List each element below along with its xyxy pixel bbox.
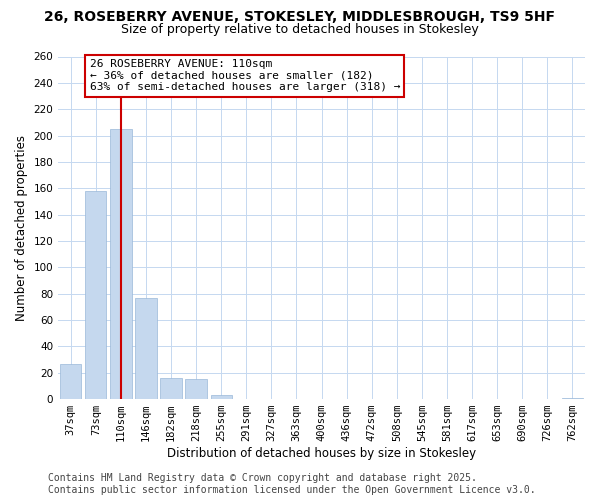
Y-axis label: Number of detached properties: Number of detached properties: [15, 135, 28, 321]
Text: 26, ROSEBERRY AVENUE, STOKESLEY, MIDDLESBROUGH, TS9 5HF: 26, ROSEBERRY AVENUE, STOKESLEY, MIDDLES…: [44, 10, 556, 24]
Text: Contains HM Land Registry data © Crown copyright and database right 2025.
Contai: Contains HM Land Registry data © Crown c…: [48, 474, 536, 495]
Bar: [60, 364, 82, 399]
Text: Size of property relative to detached houses in Stokesley: Size of property relative to detached ho…: [121, 22, 479, 36]
Bar: [160, 378, 182, 399]
Bar: [136, 298, 157, 399]
Bar: [562, 398, 583, 399]
Bar: [185, 380, 207, 399]
Bar: [85, 191, 106, 399]
Text: 26 ROSEBERRY AVENUE: 110sqm
← 36% of detached houses are smaller (182)
63% of se: 26 ROSEBERRY AVENUE: 110sqm ← 36% of det…: [89, 59, 400, 92]
Bar: [110, 129, 131, 399]
X-axis label: Distribution of detached houses by size in Stokesley: Distribution of detached houses by size …: [167, 447, 476, 460]
Bar: [211, 395, 232, 399]
